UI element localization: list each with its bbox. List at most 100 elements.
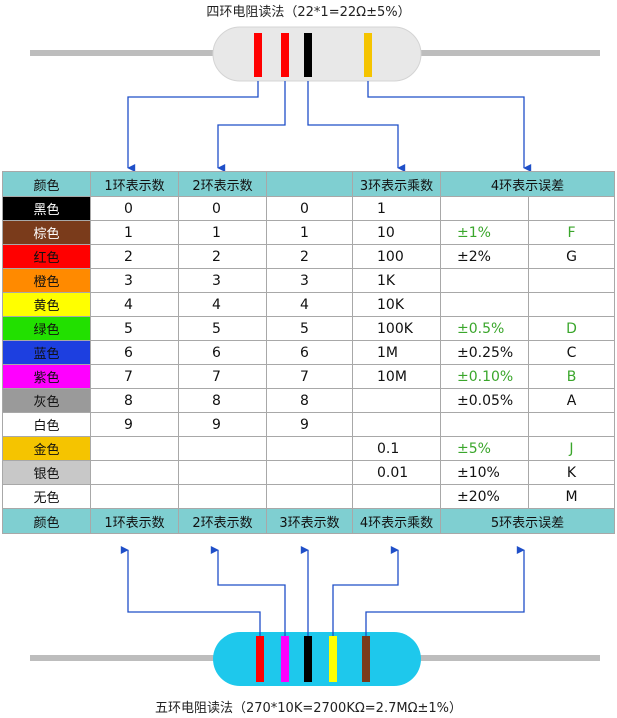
table-cell: ±0.10% [440, 364, 529, 389]
table-cell: 4 [178, 292, 267, 317]
table-cell [266, 171, 353, 197]
table-cell: 1M [352, 340, 441, 365]
table-cell: 2环表示数 [178, 171, 267, 197]
table-cell: 4环表示乘数 [352, 508, 441, 534]
table-cell: 10 [352, 220, 441, 245]
table-cell: A [528, 388, 615, 413]
table-cell: 蓝色 [2, 340, 91, 365]
table-cell: 1环表示数 [90, 171, 179, 197]
table-cell [528, 412, 615, 437]
table-cell [178, 460, 267, 485]
arrows-bottom [120, 546, 525, 636]
table-cell [440, 292, 529, 317]
table-cell: 银色 [2, 460, 91, 485]
table-row: 紫色 7 7 7 10M ±0.10% B [2, 364, 615, 389]
table-cell: 7 [178, 364, 267, 389]
table-cell: 1K [352, 268, 441, 293]
table-cell: G [528, 244, 615, 269]
table-cell [440, 268, 529, 293]
table-cell [352, 388, 441, 413]
table-cell: 金色 [2, 436, 91, 461]
table-cell: 4 [266, 292, 353, 317]
table-cell: 100 [352, 244, 441, 269]
table-cell: 0 [266, 196, 353, 221]
table-cell: 2 [90, 244, 179, 269]
table-cell: 1环表示数 [90, 508, 179, 534]
table-cell [440, 412, 529, 437]
band [364, 33, 372, 77]
table-cell: 3 [90, 268, 179, 293]
table-cell: 1 [352, 196, 441, 221]
table-cell: 8 [90, 388, 179, 413]
resistor-body [213, 632, 421, 686]
table-cell: 颜色 [2, 171, 91, 197]
table-cell: 9 [266, 412, 353, 437]
header-row: 颜色 1环表示数 2环表示数 3环表示乘数 4环表示误差 [2, 171, 615, 197]
table-cell: ±2% [440, 244, 529, 269]
table-cell: 7 [90, 364, 179, 389]
table-cell: 9 [90, 412, 179, 437]
table-row: 白色 9 9 9 [2, 412, 615, 437]
table-cell [178, 484, 267, 509]
table-cell: 8 [266, 388, 353, 413]
band [362, 636, 370, 682]
table-cell [528, 268, 615, 293]
table-cell [90, 436, 179, 461]
top-title: 四环电阻读法（22*1=22Ω±5%） [206, 5, 411, 20]
table-cell: 3环表示数 [266, 508, 353, 534]
table-cell: M [528, 484, 615, 509]
band [304, 636, 312, 682]
table-cell: 1 [90, 220, 179, 245]
table-cell: 4环表示误差 [440, 171, 615, 197]
table-cell [440, 196, 529, 221]
table-cell: ±5% [440, 436, 529, 461]
table-cell [528, 292, 615, 317]
table-cell: 0 [90, 196, 179, 221]
table-row: 绿色 5 5 5 100K ±0.5% D [2, 316, 615, 341]
table-cell: B [528, 364, 615, 389]
table-cell: 0 [178, 196, 267, 221]
table-cell: 5环表示误差 [440, 508, 615, 534]
table-cell: 7 [266, 364, 353, 389]
table-cell: 9 [178, 412, 267, 437]
table-cell: 6 [90, 340, 179, 365]
table-cell: ±10% [440, 460, 529, 485]
table-row: 红色 2 2 2 100 ±2% G [2, 244, 615, 269]
table-cell: 0.01 [352, 460, 441, 485]
band [329, 636, 337, 682]
table-row: 银色 0.01 ±10% K [2, 460, 615, 485]
table-cell: 绿色 [2, 316, 91, 341]
band [254, 33, 262, 77]
table-cell: 橙色 [2, 268, 91, 293]
color-code-table: 颜色 1环表示数 2环表示数 3环表示乘数 4环表示误差 黑色 0 0 0 1 棕色 1 1 1 10 ±1%… [2, 171, 615, 534]
table-cell: C [528, 340, 615, 365]
table-cell [90, 460, 179, 485]
table-cell: 红色 [2, 244, 91, 269]
table-cell: ±20% [440, 484, 529, 509]
table-cell: 4 [90, 292, 179, 317]
table-cell: D [528, 316, 615, 341]
table-cell: 0.1 [352, 436, 441, 461]
table-cell: 2 [178, 244, 267, 269]
table-cell: 10K [352, 292, 441, 317]
table-row: 黑色 0 0 0 1 [2, 196, 615, 221]
table-cell: 100K [352, 316, 441, 341]
table-cell: 2环表示数 [178, 508, 267, 534]
band [281, 33, 289, 77]
table-cell: 5 [266, 316, 353, 341]
table-row: 黄色 4 4 4 10K [2, 292, 615, 317]
table-cell [178, 436, 267, 461]
table-cell: 5 [90, 316, 179, 341]
table-cell: ±0.05% [440, 388, 529, 413]
table-cell: 6 [178, 340, 267, 365]
band [281, 636, 289, 682]
table-cell: 颜色 [2, 508, 91, 534]
table-cell: 白色 [2, 412, 91, 437]
table-cell: ±0.5% [440, 316, 529, 341]
resistor-body [212, 26, 422, 82]
table-cell: 灰色 [2, 388, 91, 413]
table-cell [266, 436, 353, 461]
table-cell [352, 484, 441, 509]
